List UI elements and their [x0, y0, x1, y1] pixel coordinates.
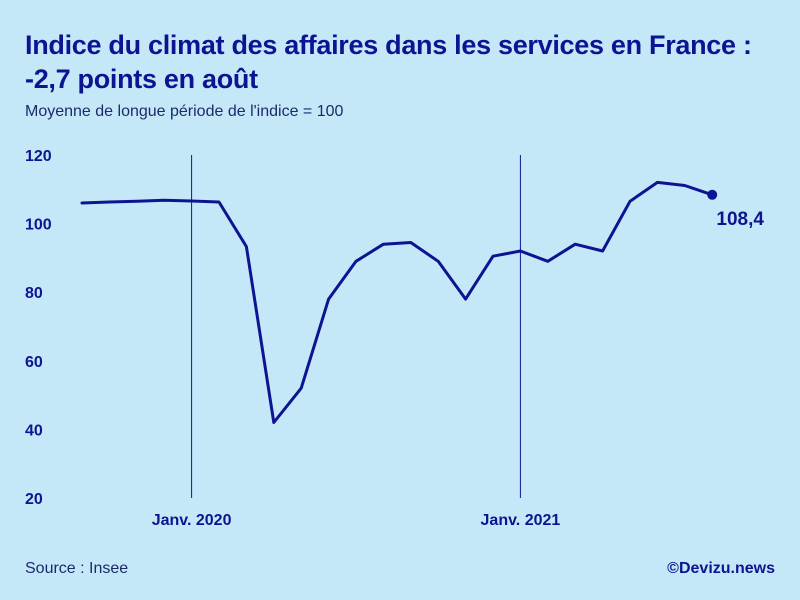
chart-title: Indice du climat des affaires dans les s… — [25, 30, 752, 94]
data-label: 108,4 — [716, 209, 764, 230]
data-point-last — [707, 189, 718, 200]
y-tick-label: 60 — [25, 354, 43, 371]
y-tick-label: 80 — [25, 285, 43, 302]
annotations-layer: 108,4 — [716, 209, 764, 230]
y-tick-label: 20 — [25, 491, 43, 508]
y-tick-label: 100 — [25, 217, 52, 234]
y-axis: 20 40 60 80 100 120 — [25, 148, 52, 508]
chart-subtitle: Moyenne de longue période de l'indice = … — [25, 103, 344, 120]
x-tick-label: Janv. 2020 — [152, 512, 232, 529]
series-layer — [80, 180, 718, 424]
y-tick-label: 120 — [25, 148, 52, 165]
credit-link[interactable]: ©Devizu.news — [667, 560, 775, 577]
y-tick-label: 40 — [25, 422, 43, 439]
source-note: Source : Insee — [25, 560, 129, 577]
x-tick-label: Janv. 2021 — [481, 512, 561, 529]
series-line — [80, 180, 714, 424]
x-axis: Janv. 2020 Janv. 2021 — [152, 155, 561, 529]
